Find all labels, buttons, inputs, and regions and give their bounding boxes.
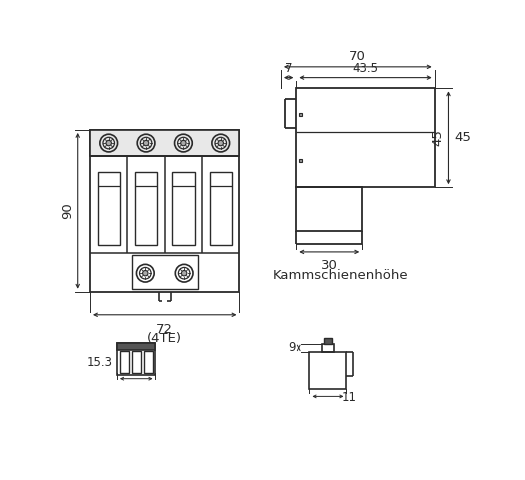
- Circle shape: [218, 140, 224, 146]
- Text: 11: 11: [342, 392, 357, 405]
- Bar: [299, 113, 302, 116]
- Text: (4TE): (4TE): [147, 332, 182, 345]
- Circle shape: [182, 271, 187, 276]
- Bar: [98, 172, 120, 245]
- Text: 90: 90: [61, 203, 74, 219]
- Bar: [310, 352, 347, 389]
- Bar: [296, 187, 362, 231]
- Text: 9: 9: [288, 341, 296, 354]
- Bar: [143, 351, 153, 372]
- Circle shape: [143, 271, 148, 276]
- Bar: [322, 344, 334, 352]
- Text: 15.3: 15.3: [87, 356, 113, 369]
- Bar: [117, 343, 155, 350]
- Text: Kammschienenhöhe: Kammschienenhöhe: [273, 269, 408, 282]
- Bar: [132, 255, 197, 289]
- Bar: [117, 343, 155, 375]
- Text: 7: 7: [285, 61, 292, 74]
- Circle shape: [106, 140, 111, 146]
- Text: 72: 72: [156, 323, 173, 336]
- Bar: [296, 88, 435, 187]
- Bar: [172, 172, 195, 245]
- Circle shape: [143, 140, 149, 146]
- Bar: [299, 159, 302, 162]
- Bar: [209, 172, 232, 245]
- Text: 45: 45: [455, 131, 471, 144]
- Bar: [135, 172, 158, 245]
- Bar: [132, 351, 141, 372]
- Text: 30: 30: [321, 259, 338, 272]
- Circle shape: [181, 140, 186, 146]
- Bar: [120, 351, 129, 372]
- Text: 43.5: 43.5: [352, 61, 379, 74]
- Text: 45: 45: [432, 129, 445, 146]
- Text: 70: 70: [349, 50, 366, 63]
- Bar: [90, 130, 239, 292]
- Bar: [324, 338, 332, 344]
- Bar: [90, 130, 239, 156]
